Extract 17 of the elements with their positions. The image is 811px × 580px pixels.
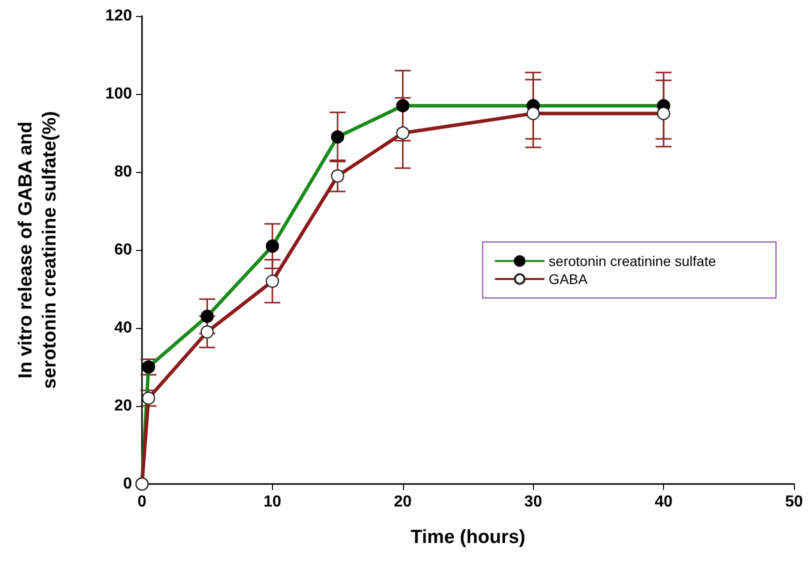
- x-axis-title: Time (hours): [410, 527, 526, 548]
- y-tick-label: 20: [114, 398, 132, 414]
- y-tick-label: 100: [105, 86, 132, 102]
- y-tick-label: 0: [123, 476, 132, 492]
- y-tick-label: 40: [114, 320, 132, 336]
- x-tick-label: 40: [654, 494, 673, 510]
- x-tick-label: 30: [524, 494, 542, 510]
- y-axis-title: In vitro release of GABA and serotonin creatinine sulfate(%): [16, 111, 60, 389]
- x-tick-label: 20: [394, 494, 412, 510]
- y-tick-label: 120: [105, 8, 132, 24]
- y-tick-label: 60: [114, 242, 132, 258]
- x-tick-label: 10: [264, 494, 282, 510]
- legend-label: serotonin creatinine sulfate: [548, 253, 716, 269]
- legend-label: GABA: [548, 271, 588, 287]
- x-tick-label: 50: [785, 494, 803, 510]
- x-tick-label: 0: [138, 494, 147, 510]
- y-tick-label: 80: [114, 164, 132, 180]
